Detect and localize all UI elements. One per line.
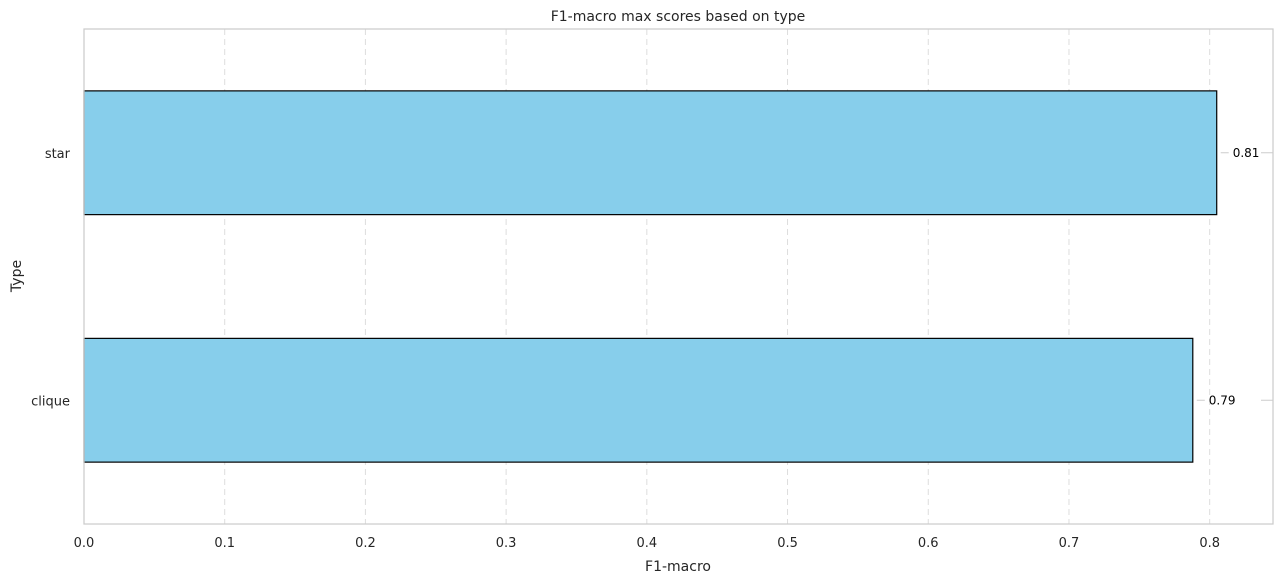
data-label-clique: 0.79: [1209, 393, 1236, 407]
bars: [83, 90, 1218, 463]
x-tick-label: 0.3: [496, 536, 517, 551]
x-axis-ticks: 0.0 0.1 0.2 0.3 0.4 0.5 0.6 0.7 0.8: [74, 536, 1220, 551]
x-tick-label: 0.8: [1199, 536, 1220, 551]
y-tick-label-clique: clique: [31, 394, 70, 409]
data-label-star: 0.81: [1233, 146, 1260, 160]
x-axis-title: F1-macro: [645, 559, 711, 575]
x-tick-label: 0.0: [74, 536, 95, 551]
x-tick-label: 0.2: [355, 536, 376, 551]
chart-title: F1-macro max scores based on type: [551, 9, 806, 25]
x-tick-label: 0.7: [1059, 536, 1080, 551]
x-tick-label: 0.6: [918, 536, 939, 551]
bar-clique: [83, 337, 1194, 463]
bar-star: [83, 90, 1218, 216]
y-axis-ticks: star clique: [31, 147, 71, 410]
y-tick-label-star: star: [45, 147, 71, 162]
x-tick-label: 0.1: [214, 536, 235, 551]
plot-frame: [83, 28, 1274, 525]
data-labels: 0.81 0.79: [1196, 146, 1273, 407]
y-axis-title: Type: [9, 260, 25, 293]
x-tick-label: 0.4: [636, 536, 657, 551]
x-tick-label: 0.5: [777, 536, 798, 551]
